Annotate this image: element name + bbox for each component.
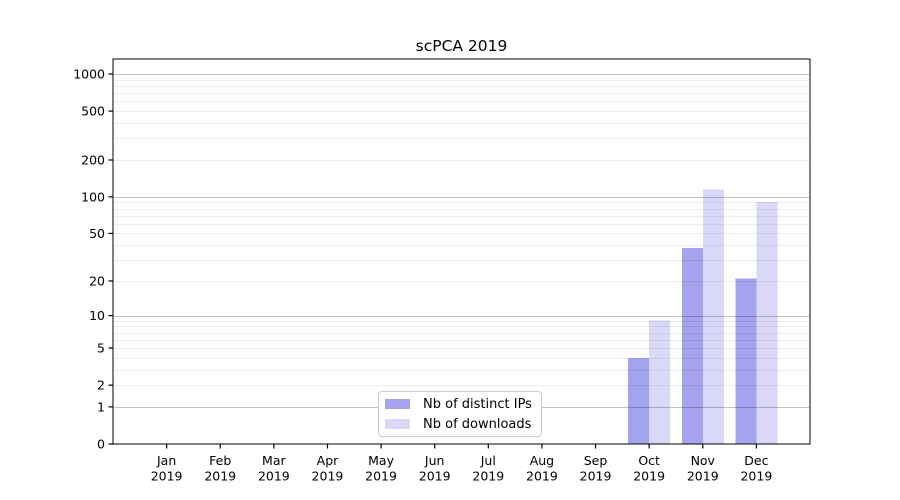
x-tick-label-year: 2019 [580,469,612,484]
y-tick-label: 20 [89,273,105,288]
x-tick-label: Nov [691,453,716,468]
x-tick-label: Dec [744,453,768,468]
x-tick-label: Mar [262,453,286,468]
legend-label-distinct-ips: Nb of distinct IPs [423,396,532,412]
x-tick-label: Jan [156,453,176,468]
x-tick-label-year: 2019 [419,469,451,484]
y-tick-label: 5 [97,341,105,356]
y-tick-label: 1000 [73,67,105,82]
y-tick-label: 50 [89,226,105,241]
bar-distinct-ips-dec [735,278,757,444]
plot-border [112,58,811,445]
y-tick-label: 100 [81,189,105,204]
legend-label-downloads: Nb of downloads [423,416,532,432]
x-tick-label-year: 2019 [258,469,290,484]
x-tick-label-year: 2019 [204,469,236,484]
x-tick-label-year: 2019 [526,469,558,484]
bar-downloads-oct [649,320,671,444]
y-tick-label: 10 [89,308,105,323]
bar-downloads-nov [702,189,724,444]
legend-item: Nb of distinct IPs [385,398,541,411]
bar-distinct-ips-oct [628,357,650,444]
x-tick-label-year: 2019 [365,469,397,484]
y-tick-label: 1 [97,399,105,414]
x-tick-label: May [368,453,394,468]
x-tick-label-year: 2019 [312,469,344,484]
y-tick-label: 2 [97,378,105,393]
x-tick-label: Apr [317,453,339,468]
x-tick-label: Sep [584,453,608,468]
x-tick-label-year: 2019 [687,469,719,484]
y-tick-label: 0 [97,437,105,452]
chart-title: scPCA 2019 [415,37,508,55]
legend-swatch-distinct-ips [385,399,410,409]
legend: Nb of distinct IPs Nb of downloads [378,391,542,437]
x-tick-label: Jun [424,453,445,468]
x-tick-label: Oct [638,453,660,468]
x-tick-label-year: 2019 [472,469,504,484]
legend-item: Nb of downloads [385,418,541,431]
y-tick-label: 200 [81,152,105,167]
x-tick-label: Aug [530,453,554,468]
x-tick-label-year: 2019 [151,469,183,484]
x-tick-label-year: 2019 [740,469,772,484]
bar-distinct-ips-nov [681,247,703,444]
legend-swatch-downloads [385,419,410,429]
bar-downloads-dec [756,201,778,444]
x-tick-label-year: 2019 [633,469,665,484]
x-tick-label: Jul [480,453,496,468]
y-tick-label: 500 [81,104,105,119]
x-tick-label: Feb [209,453,231,468]
